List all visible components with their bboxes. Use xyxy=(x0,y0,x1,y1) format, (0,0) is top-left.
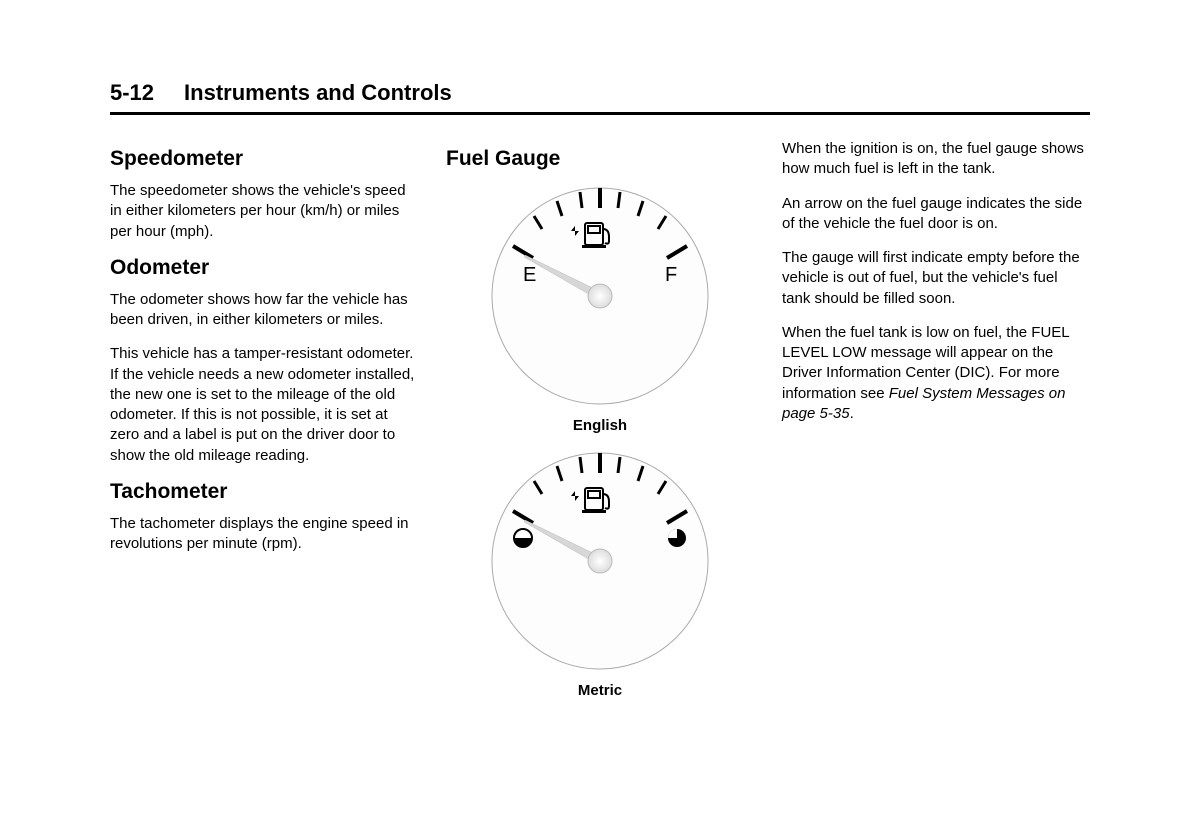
column-1: Speedometer The speedometer shows the ve… xyxy=(110,139,418,711)
heading-odometer: Odometer xyxy=(110,256,418,280)
column-2: Fuel Gauge xyxy=(446,139,754,711)
column-3: When the ignition is on, the fuel gauge … xyxy=(782,139,1090,711)
page-header: 5-12 Instruments and Controls xyxy=(110,80,1090,115)
para-fuel-4: When the fuel tank is low on fuel, the F… xyxy=(782,323,1090,424)
gauge-caption-metric: Metric xyxy=(578,682,622,699)
gauge-caption-english: English xyxy=(573,417,627,434)
para-fuel-4c: . xyxy=(850,405,854,422)
fuel-gauge-metric: Metric xyxy=(446,446,754,699)
para-fuel-1: When the ignition is on, the fuel gauge … xyxy=(782,139,1090,180)
para-odometer-1: The odometer shows how far the vehicle h… xyxy=(110,290,418,331)
heading-tachometer: Tachometer xyxy=(110,480,418,504)
chapter-title: Instruments and Controls xyxy=(184,80,452,106)
heading-speedometer: Speedometer xyxy=(110,147,418,171)
para-odometer-2: This vehicle has a tamper-resistant odom… xyxy=(110,344,418,466)
fuel-gauge-english-svg: E F xyxy=(485,181,715,411)
heading-fuel-gauge: Fuel Gauge xyxy=(446,147,754,171)
svg-text:F: F xyxy=(665,264,677,286)
svg-text:E: E xyxy=(523,264,536,286)
para-speedometer: The speedometer shows the vehicle's spee… xyxy=(110,181,418,242)
para-tachometer: The tachometer displays the engine speed… xyxy=(110,514,418,555)
manual-page: 5-12 Instruments and Controls Speedomete… xyxy=(0,0,1200,751)
fuel-gauge-english: E F English xyxy=(446,181,754,434)
page-number: 5-12 xyxy=(110,80,154,106)
para-fuel-2: An arrow on the fuel gauge indicates the… xyxy=(782,194,1090,235)
para-fuel-3: The gauge will first indicate empty befo… xyxy=(782,248,1090,309)
fuel-gauge-metric-svg xyxy=(485,446,715,676)
full-symbol-icon xyxy=(668,529,686,547)
content-columns: Speedometer The speedometer shows the ve… xyxy=(110,139,1090,711)
